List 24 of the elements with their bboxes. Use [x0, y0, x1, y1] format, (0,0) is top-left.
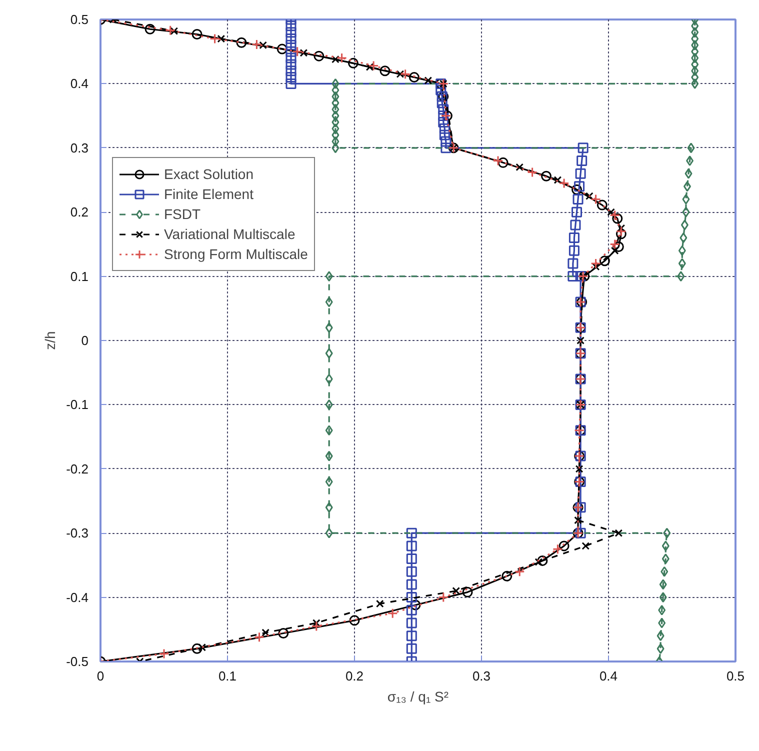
legend-label: Finite Element — [164, 186, 254, 202]
y-tick-label: 0.4 — [70, 76, 89, 92]
legend-label: Strong Form Multiscale — [164, 246, 308, 262]
y-tick-label: 0.3 — [70, 140, 89, 156]
x-tick-label: 0.4 — [599, 668, 618, 684]
y-tick-label: 0.5 — [70, 12, 89, 27]
y-axis-title: z/h — [42, 331, 58, 350]
x-tick-label: 0 — [96, 668, 104, 684]
x-tick-label: 0.5 — [726, 668, 745, 684]
legend-label: FSDT — [164, 206, 201, 222]
y-tick-label: -0.5 — [66, 654, 89, 669]
x-axis-title: σ₁₃ / q₁ S² — [387, 688, 449, 704]
x-tick-label: 0.3 — [472, 668, 491, 684]
y-tick-label: -0.4 — [66, 590, 89, 605]
y-tick-label: 0.1 — [70, 268, 89, 284]
x-tick-label: 0.2 — [345, 668, 364, 684]
x-tick-label: 0.1 — [218, 668, 237, 684]
y-tick-label: -0.3 — [66, 526, 89, 541]
y-tick-label: -0.2 — [66, 461, 89, 476]
y-tick-label: 0.2 — [70, 204, 89, 220]
legend-label: Exact Solution — [164, 166, 254, 182]
legend-label: Variational Multiscale — [164, 226, 296, 242]
y-tick-label: 0 — [81, 333, 89, 348]
y-tick-label: -0.1 — [66, 397, 89, 412]
